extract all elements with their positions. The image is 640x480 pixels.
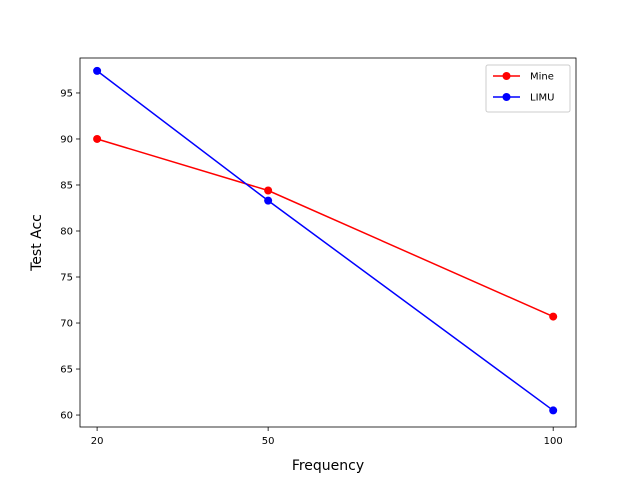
y-tick-label: 85 (60, 180, 73, 191)
legend-label-mine: Mine (530, 72, 554, 83)
x-tick-label: 50 (262, 436, 275, 447)
data-point-limu (264, 196, 273, 205)
legend-marker-limu (502, 93, 511, 101)
legend-marker-mine (502, 72, 511, 80)
legend-label-limu: LIMU (530, 93, 554, 104)
y-tick-label: 65 (60, 365, 73, 376)
x-tick-label: 100 (544, 436, 563, 447)
y-tick-label: 95 (60, 88, 73, 99)
x-axis-ticks: 20 50 100 (91, 427, 563, 447)
y-tick-label: 60 (60, 411, 73, 422)
data-point-limu (549, 406, 558, 415)
y-tick-label: 90 (60, 134, 73, 145)
series-line-limu (96, 70, 554, 412)
data-point-mine (549, 312, 558, 321)
y-axis-label: Test Acc (29, 214, 45, 272)
series-layer (93, 66, 558, 415)
legend-box (485, 64, 571, 113)
data-point-mine (93, 134, 102, 143)
y-tick-label: 70 (60, 319, 73, 330)
data-point-mine (264, 186, 273, 195)
y-axis-ticks: 60 65 70 75 80 85 90 95 (60, 88, 80, 422)
x-axis-label: Frequency (292, 458, 364, 474)
legend: Mine LIMU (485, 64, 571, 113)
y-tick-label: 75 (60, 273, 73, 284)
data-point-limu (93, 66, 102, 75)
x-tick-label: 20 (91, 436, 104, 447)
series-line-mine (96, 138, 554, 318)
plot-area-frame (79, 57, 577, 428)
y-tick-label: 80 (60, 226, 73, 237)
